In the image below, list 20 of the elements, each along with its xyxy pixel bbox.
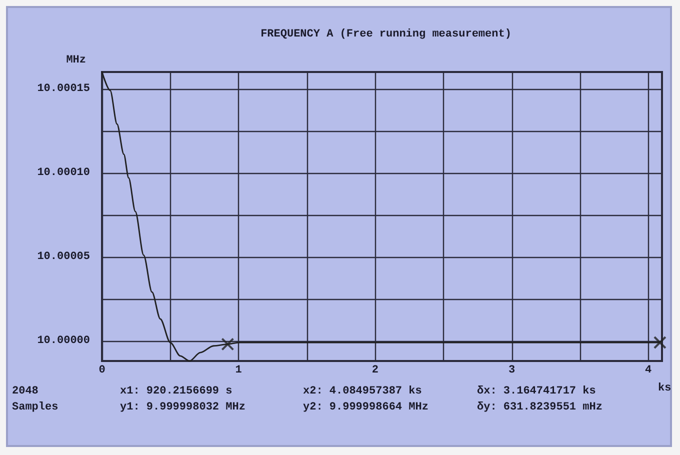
- x-tick-label: 1: [235, 364, 242, 376]
- text: y1: 9.999998032 MHz: [120, 402, 246, 414]
- text: Samples: [12, 402, 58, 414]
- y-tick-label: 10.00010: [37, 166, 90, 179]
- y-axis-title: MHz: [66, 54, 86, 66]
- text: x1: 920.2156699 s: [120, 386, 232, 398]
- text: δx: 3.164741717 ks: [477, 386, 596, 398]
- x-axis-title: ks: [658, 382, 672, 394]
- text: δy: 631.8239551 mHz: [477, 402, 602, 414]
- x-tick-label: 0: [98, 364, 106, 376]
- x-tick-label: 3: [508, 364, 516, 376]
- x-tick-label: 2: [372, 364, 378, 376]
- text: x2: 4.084957387 ks: [303, 386, 422, 398]
- text: y2: 9.999998664 MHz: [303, 402, 428, 414]
- y-tick-label: 10.00000: [37, 334, 90, 347]
- y-tick-label: 10.00015: [37, 82, 90, 95]
- text: 2048: [12, 386, 39, 398]
- y-tick-label: 10.00005: [37, 250, 90, 263]
- x-tick-label: 4: [645, 364, 652, 376]
- chart-title: FREQUENCY A (Free running measurement): [260, 28, 512, 40]
